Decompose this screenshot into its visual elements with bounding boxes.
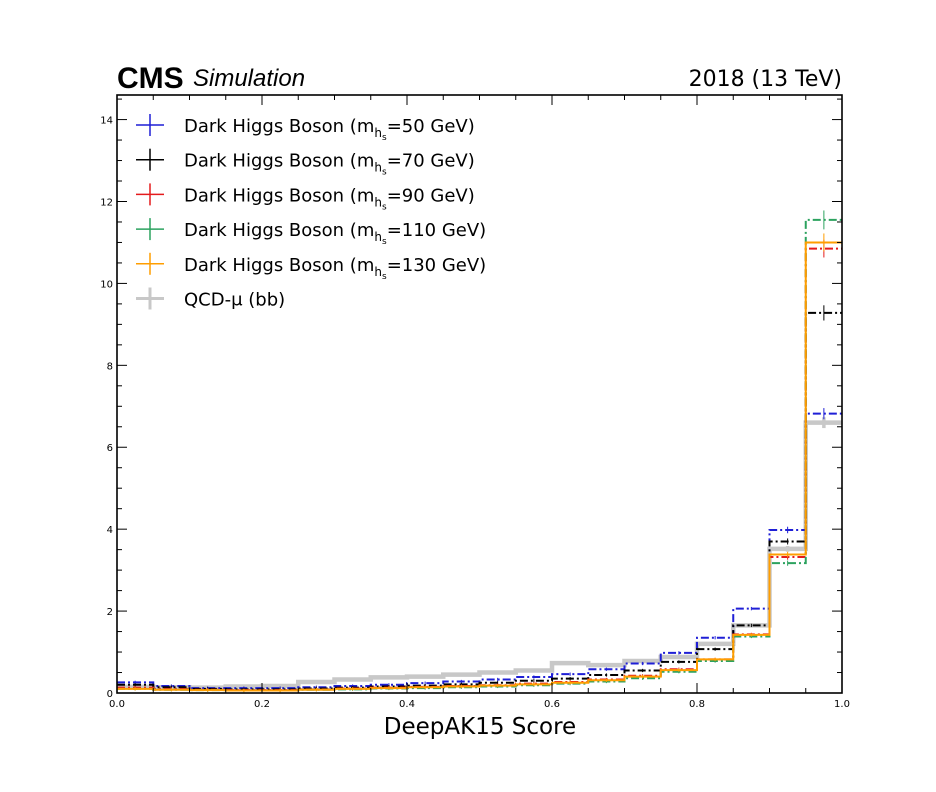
- legend-label-main: Dark Higgs Boson (m: [184, 255, 374, 276]
- y-tick-label: 0: [107, 689, 113, 700]
- legend-label-tail: =110 GeV): [387, 220, 487, 241]
- legend-label-main: Dark Higgs Boson (m: [184, 116, 374, 137]
- legend-entry: QCD-μ (bb): [136, 287, 285, 311]
- x-tick-label: 0.2: [254, 699, 270, 710]
- y-tick-label: 8: [107, 361, 113, 372]
- simulation-label: Simulation: [193, 65, 305, 92]
- x-tick-label: 0.6: [544, 699, 560, 710]
- cms-label: CMS: [117, 62, 184, 95]
- legend-entry: Dark Higgs Boson (mhs=90 GeV): [136, 183, 475, 212]
- legend-entry: Dark Higgs Boson (mhs=110 GeV): [136, 218, 486, 247]
- legend-label-main: Dark Higgs Boson (m: [184, 220, 374, 241]
- legend-label: Dark Higgs Boson (mhs=110 GeV): [184, 220, 486, 247]
- legend-entry: Dark Higgs Boson (mhs=130 GeV): [136, 252, 486, 282]
- legend-label: Dark Higgs Boson (mhs=50 GeV): [184, 116, 475, 143]
- legend-label-subsub: s: [382, 133, 387, 143]
- legend-label-tail: =50 GeV): [387, 116, 475, 137]
- x-tick-label: 0.4: [399, 699, 415, 710]
- legend-label-subsub: s: [382, 237, 387, 247]
- legend-label-sub: h: [374, 126, 382, 140]
- legend-label-sub: h: [374, 161, 382, 175]
- legend-label: Dark Higgs Boson (mhs=90 GeV): [184, 185, 475, 212]
- plot-frame: [116, 94, 843, 694]
- series-layer: [117, 210, 842, 693]
- y-tick-label: 4: [107, 525, 113, 536]
- x-tick-label: 0.0: [109, 699, 125, 710]
- legend-entry: Dark Higgs Boson (mhs=70 GeV): [136, 148, 475, 178]
- legend-label: Dark Higgs Boson (mhs=130 GeV): [184, 255, 486, 282]
- legend-label-tail: =70 GeV): [387, 151, 475, 172]
- axis-layer: 0.0 0.2 0.4 0.6 0.8 1.0 0 2 4 6 8 10 12 14: [100, 95, 850, 710]
- legend-label: QCD-μ (bb): [184, 290, 285, 311]
- y-tick-label: 10: [100, 279, 113, 290]
- legend-label-sub: h: [374, 230, 382, 244]
- legend-entry: Dark Higgs Boson (mhs=50 GeV): [136, 114, 475, 143]
- legend-label: Dark Higgs Boson (mhs=70 GeV): [184, 151, 475, 178]
- series-4: [117, 233, 842, 693]
- legend-label-subsub: s: [382, 272, 387, 282]
- lumi-label: 2018 (13 TeV): [689, 67, 842, 92]
- series-step-line: [117, 311, 842, 691]
- y-tick-label: 2: [107, 607, 113, 618]
- y-tick-label: 14: [100, 116, 113, 127]
- legend-label-subsub: s: [382, 168, 387, 178]
- legend-label-subsub: s: [382, 202, 387, 212]
- legend-label-sub: h: [374, 195, 382, 209]
- x-axis-label: DeepAK15 Score: [384, 714, 576, 740]
- legend-label-sub: h: [374, 265, 382, 279]
- legend-label-main: Dark Higgs Boson (m: [184, 151, 374, 172]
- x-tick-label: 1.0: [834, 699, 850, 710]
- legend-label-tail: =90 GeV): [387, 185, 475, 206]
- legend-label-tail: =130 GeV): [387, 255, 487, 276]
- series-step-line: [117, 241, 842, 692]
- y-tick-label: 6: [107, 443, 113, 454]
- legend: Dark Higgs Boson (mhs=50 GeV)Dark Higgs …: [136, 114, 486, 311]
- legend-label-main: QCD-μ (bb): [184, 290, 285, 311]
- x-tick-label: 0.8: [689, 699, 705, 710]
- y-tick-label: 12: [100, 197, 113, 208]
- series-step-line: [117, 412, 842, 690]
- legend-label-main: Dark Higgs Boson (m: [184, 185, 374, 206]
